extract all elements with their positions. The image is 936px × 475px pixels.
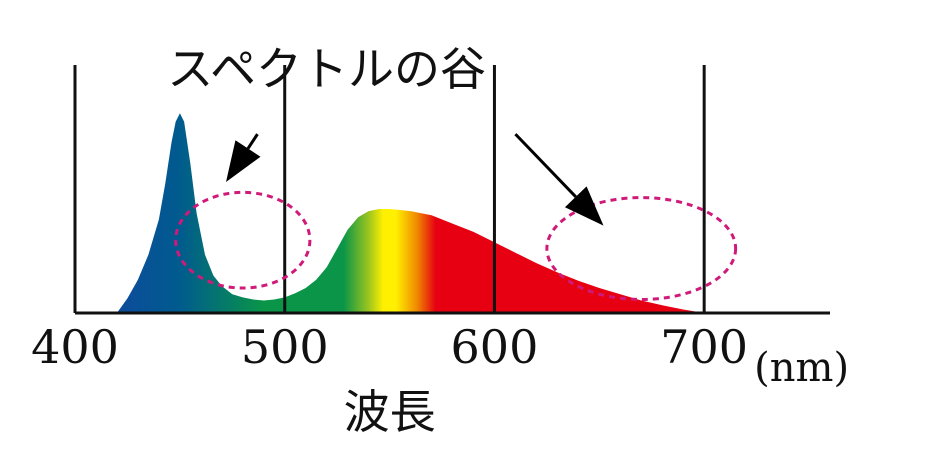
- annotation-text: スペクトルの谷: [167, 42, 486, 96]
- valley-ellipse: [545, 196, 738, 301]
- spectrum-area: [116, 113, 705, 313]
- x-tick-label: 500: [241, 320, 329, 374]
- annotation-arrow-head: [564, 186, 604, 226]
- x-axis-label: 波長: [344, 385, 436, 439]
- x-tick-label: 600: [451, 320, 539, 374]
- x-unit-label: (nm): [754, 345, 849, 391]
- annotation-arrow-head: [226, 140, 261, 182]
- annotation-arrow-shaft: [514, 133, 577, 198]
- x-tick-label: 400: [31, 320, 119, 374]
- x-tick-label: 700: [660, 320, 748, 374]
- valley-ellipse: [174, 190, 312, 290]
- annotation-arrow-shaft: [246, 133, 259, 150]
